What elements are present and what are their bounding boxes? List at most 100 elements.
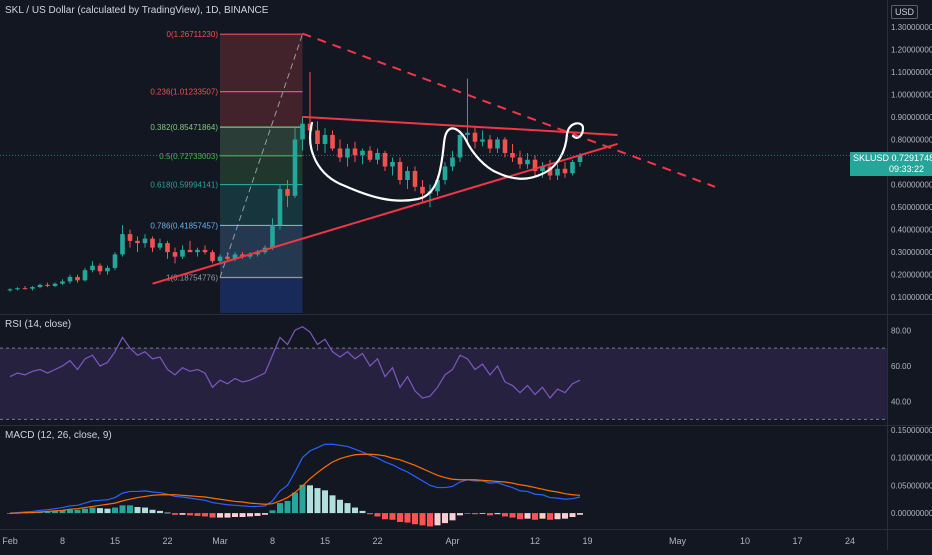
fib-zone [220,155,303,185]
candle-body [165,243,170,253]
macd-histogram-bar [217,513,223,518]
macd-histogram-bar [524,513,531,519]
candle-body [547,166,553,176]
macd-histogram-bar [112,507,118,514]
macd-histogram-bar [472,513,478,515]
fib-zone [220,127,303,156]
candle-body [397,161,403,181]
time-axis-label: Apr [445,536,459,546]
candle-body [7,289,13,291]
fib-trend-line [219,34,303,278]
macd-histogram-bar [494,513,501,515]
fib-zone [220,184,303,226]
candle-body [180,249,185,257]
candle-body [352,148,358,156]
candle-body [202,249,208,253]
macd-histogram-bar [344,503,351,514]
candle-body [15,288,20,290]
time-axis-label: 15 [320,536,330,546]
candle-body [300,123,305,140]
macd-histogram-bar [382,513,388,520]
price-axis-label: 0.30000000 [891,248,932,257]
macd-histogram-bar [404,513,411,523]
candle-body [412,171,418,187]
macd-histogram-bar [329,495,336,514]
candle-body [67,276,73,282]
macd-histogram-bar [464,513,471,514]
fib-level-label: 0.5(0.72733003) [159,152,218,161]
macd-histogram-bar [247,513,253,517]
rsi-axis-label: 80.00 [891,326,912,335]
fib-level-label: 0.618(0.59994141) [150,181,218,190]
macd-histogram-bar [532,513,538,520]
candle-body [142,238,148,244]
candle-body [82,270,88,281]
price-tag-value: 0.72917489 [891,153,932,163]
time-axis-label: 12 [530,536,540,546]
price-axis-label: 1.10000000 [891,68,932,77]
candle-body [570,161,575,174]
rsi-line [9,326,581,400]
chart-title: SKL / US Dollar (calculated by TradingVi… [5,5,269,16]
fib-zone [220,277,303,313]
macd-histogram-bar [179,513,186,515]
macd-histogram-bar [119,505,126,514]
candle-body [232,254,238,259]
price-axis-label: 0.40000000 [891,226,932,235]
candle-body [225,256,230,259]
macd-histogram-bar [367,513,373,515]
price-tag-symbol: SKLUSD [853,153,890,163]
macd-histogram-bar [374,513,381,517]
macd-histogram-bar [202,513,208,517]
time-axis-label: Feb [2,536,18,546]
time-axis-label: 17 [792,536,802,546]
candle-body [465,132,470,135]
macd-histogram-bar [487,513,493,516]
time-axis-label: Mar [212,536,228,546]
trendline [152,143,618,285]
macd-histogram-bar [239,513,246,517]
candle-body [195,249,200,253]
candle-body [487,139,493,149]
time-axis-label: 10 [740,536,750,546]
macd-histogram-bar [172,513,178,515]
macd-histogram-bar [292,492,298,514]
candle-body [330,134,335,149]
macd-histogram-bar [149,509,156,514]
currency-badge[interactable]: USD [891,5,919,19]
macd-histogram-bar [434,513,441,526]
macd-histogram-bar [134,507,141,514]
macd-histogram-bar [44,511,51,514]
candle-body [270,225,275,248]
candle-body [562,168,568,174]
candle-body [285,189,290,196]
rsi-band-fill [0,348,887,420]
last-price-tag: SKLUSD 0.72917489 09:33:22 [850,152,932,176]
fib-level-label: 0.786(0.41857457) [150,221,218,230]
candle-body [97,265,103,272]
price-axis-label: 0.80000000 [891,135,932,144]
hand-drawn-cup-handle [309,121,585,202]
candle-body [30,287,35,289]
candle-body [277,189,283,226]
candle-body [337,148,343,158]
macd-histogram-bar [299,484,306,514]
macd-histogram-bar [67,509,73,514]
macd-axis-label: 0.15000000 [891,426,932,435]
candle-body [22,288,28,290]
macd-histogram-bar [59,510,66,514]
price-tag-symbol-and-price: SKLUSD 0.72917489 [853,153,932,164]
macd-histogram-bar [157,510,163,514]
candle-body [375,152,380,160]
macd-histogram-bar [82,508,88,514]
price-axis-label: 0.10000000 [891,293,932,302]
candle-body [510,152,515,158]
candle-body [150,238,155,248]
price-tag-countdown: 09:33:22 [889,164,925,174]
macd-histogram-bar [412,513,418,525]
price-axis-label: 1.00000000 [891,90,932,99]
price-axis-label: 1.20000000 [891,45,932,54]
macd-histogram-bar [104,508,111,514]
